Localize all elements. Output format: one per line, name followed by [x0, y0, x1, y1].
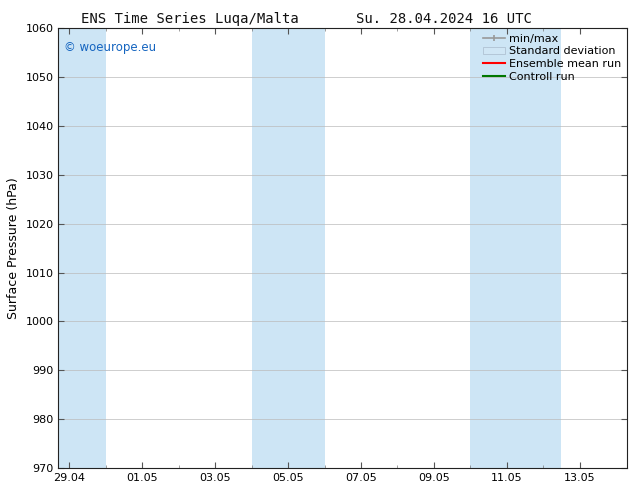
- Bar: [58, 28, 106, 468]
- Text: Su. 28.04.2024 16 UTC: Su. 28.04.2024 16 UTC: [356, 12, 532, 26]
- Y-axis label: Surface Pressure (hPa): Surface Pressure (hPa): [7, 177, 20, 319]
- Legend: min/max, Standard deviation, Ensemble mean run, Controll run: min/max, Standard deviation, Ensemble me…: [479, 30, 625, 85]
- Bar: [470, 28, 562, 468]
- Text: ENS Time Series Luqa/Malta: ENS Time Series Luqa/Malta: [81, 12, 299, 26]
- Bar: [252, 28, 325, 468]
- Text: © woeurope.eu: © woeurope.eu: [64, 41, 157, 54]
